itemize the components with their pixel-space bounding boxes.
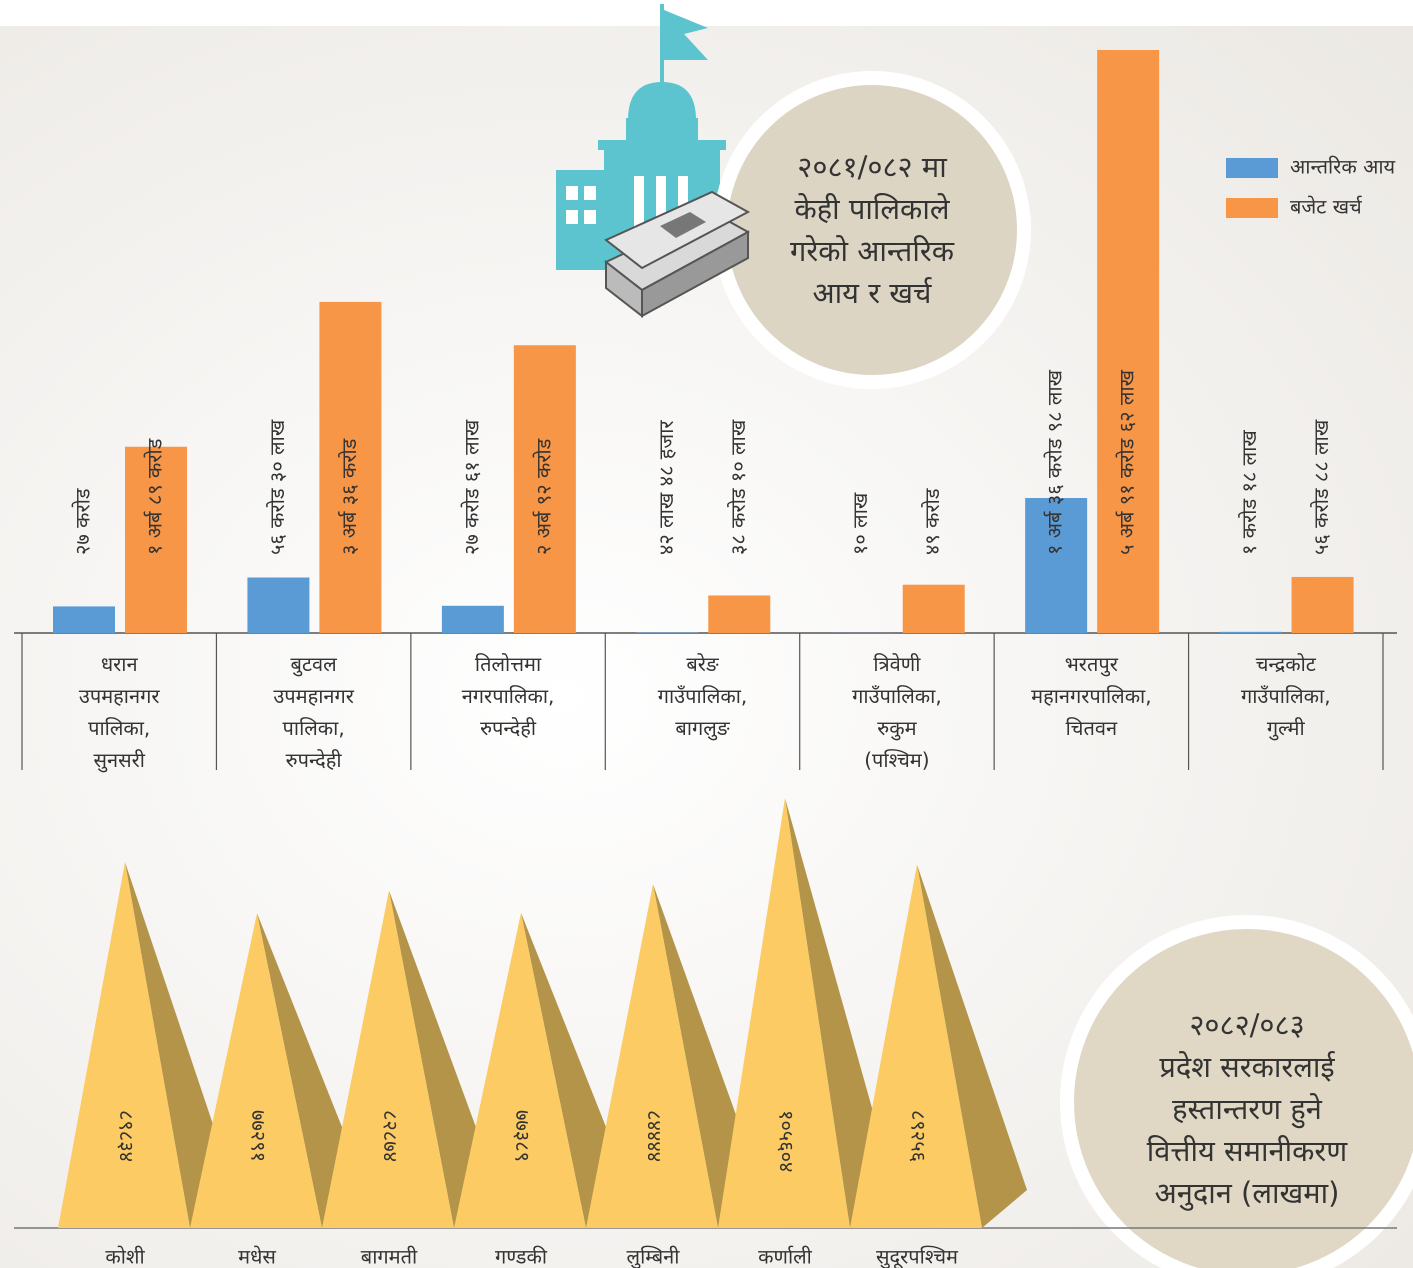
pyramid-shade xyxy=(125,862,235,1228)
bar xyxy=(708,595,771,633)
legend-label: बजेट खर्च xyxy=(1290,195,1363,219)
pyramid-face xyxy=(718,798,850,1228)
pyramid-face xyxy=(454,912,586,1228)
value-label: ३८ करोड १० लाख xyxy=(726,419,750,555)
x-tick-label: त्रिवेणी गाउँपालिका, रुकुम (पश्चिम) xyxy=(852,652,942,772)
value-label: ८९८३४ xyxy=(115,1110,139,1162)
value-label: ७७३८९ xyxy=(511,1110,535,1162)
value-label: ४९ करोड xyxy=(920,488,944,555)
bar xyxy=(319,301,382,633)
bar xyxy=(125,446,187,633)
legend-swatch xyxy=(1226,158,1278,178)
value-label: ८४४४४ xyxy=(643,1110,667,1162)
bar xyxy=(1291,576,1354,633)
bar xyxy=(513,345,576,633)
x-tick-label: चन्द्रकोट गाउँपालिका, गुल्मी xyxy=(1240,652,1331,740)
bar xyxy=(247,577,310,633)
value-label: १ अर्ब ३६ करोड ९८ लाख xyxy=(1043,369,1067,555)
pyramid-face xyxy=(322,890,454,1228)
x-tick-label: कोशी xyxy=(105,1245,145,1268)
x-tick-label: सुदूरपश्चिम xyxy=(876,1245,959,1268)
pyramid-shade xyxy=(389,890,499,1228)
value-label: ५६ करोड ३० लाख xyxy=(265,419,289,555)
x-tick-label: भरतपुर महानगरपालिका, चितवन xyxy=(1031,652,1152,740)
value-label: ३ अर्ब ३६ करोड xyxy=(337,438,361,555)
title-circle xyxy=(1060,915,1413,1268)
bar xyxy=(53,606,115,633)
chart-title: २०८२/०८३ प्रदेश सरकारलाई हस्तान्तरण हुने… xyxy=(1146,1008,1348,1210)
top-strip xyxy=(0,0,1413,26)
x-tick-label: गण्डकी xyxy=(495,1245,548,1268)
value-label: १ करोड १८ लाख xyxy=(1237,430,1261,555)
bar xyxy=(1219,631,1282,633)
x-tick-label: तिलोत्तमा नगरपालिका, रुपन्देही xyxy=(461,652,555,740)
pyramid-face xyxy=(850,864,982,1228)
value-label: २७ करोड xyxy=(71,488,95,555)
pyramid-face xyxy=(586,884,718,1228)
bar xyxy=(1025,498,1088,633)
value-label: ५ अर्ब ९१ करोड ६२ लाख xyxy=(1115,369,1139,555)
x-tick-label: बागमती xyxy=(361,1245,418,1268)
money-icon xyxy=(604,190,751,319)
value-label: ४२ लाख ४८ हजार xyxy=(654,420,678,555)
value-label: २ अर्ब ९२ करोड xyxy=(531,438,555,555)
x-tick-label: मधेस xyxy=(238,1245,276,1268)
value-label: १ अर्ब ८९ करोड xyxy=(143,438,167,555)
pyramid-shade xyxy=(785,798,895,1228)
bar xyxy=(1097,50,1160,633)
bar xyxy=(441,605,504,633)
value-label: २७ करोड ६१ लाख xyxy=(459,419,483,555)
x-tick-label: लुम्बिनी xyxy=(627,1245,681,1268)
legend-label: आन्तरिक आय xyxy=(1290,155,1396,179)
pyramid-shade xyxy=(917,864,1027,1228)
value-label: ८२८७४ xyxy=(379,1110,403,1162)
x-tick-label: कर्णाली xyxy=(758,1245,813,1268)
pyramid-face xyxy=(190,913,322,1228)
x-tick-label: बुटवल उपमहानगर पालिका, रुपन्देही xyxy=(273,652,354,772)
value-label: ७७२९१ xyxy=(247,1110,271,1162)
value-label: १०५६०४ xyxy=(775,1110,799,1172)
value-label: ८९२५६ xyxy=(907,1110,931,1162)
legend-swatch xyxy=(1226,198,1278,218)
bar xyxy=(902,584,965,633)
value-label: ५६ करोड ८८ लाख xyxy=(1309,419,1333,555)
value-label: १० लाख xyxy=(848,492,872,555)
chart-title: २०८१/०८२ मा केही पालिकाले गरेको आन्तरिक … xyxy=(790,150,954,310)
x-tick-label: धरान उपमहानगर पालिका, सुनसरी xyxy=(78,652,160,772)
pyramid-face xyxy=(58,862,190,1228)
x-tick-label: बरेङ गाउँपालिका, बागलुङ xyxy=(657,652,748,740)
